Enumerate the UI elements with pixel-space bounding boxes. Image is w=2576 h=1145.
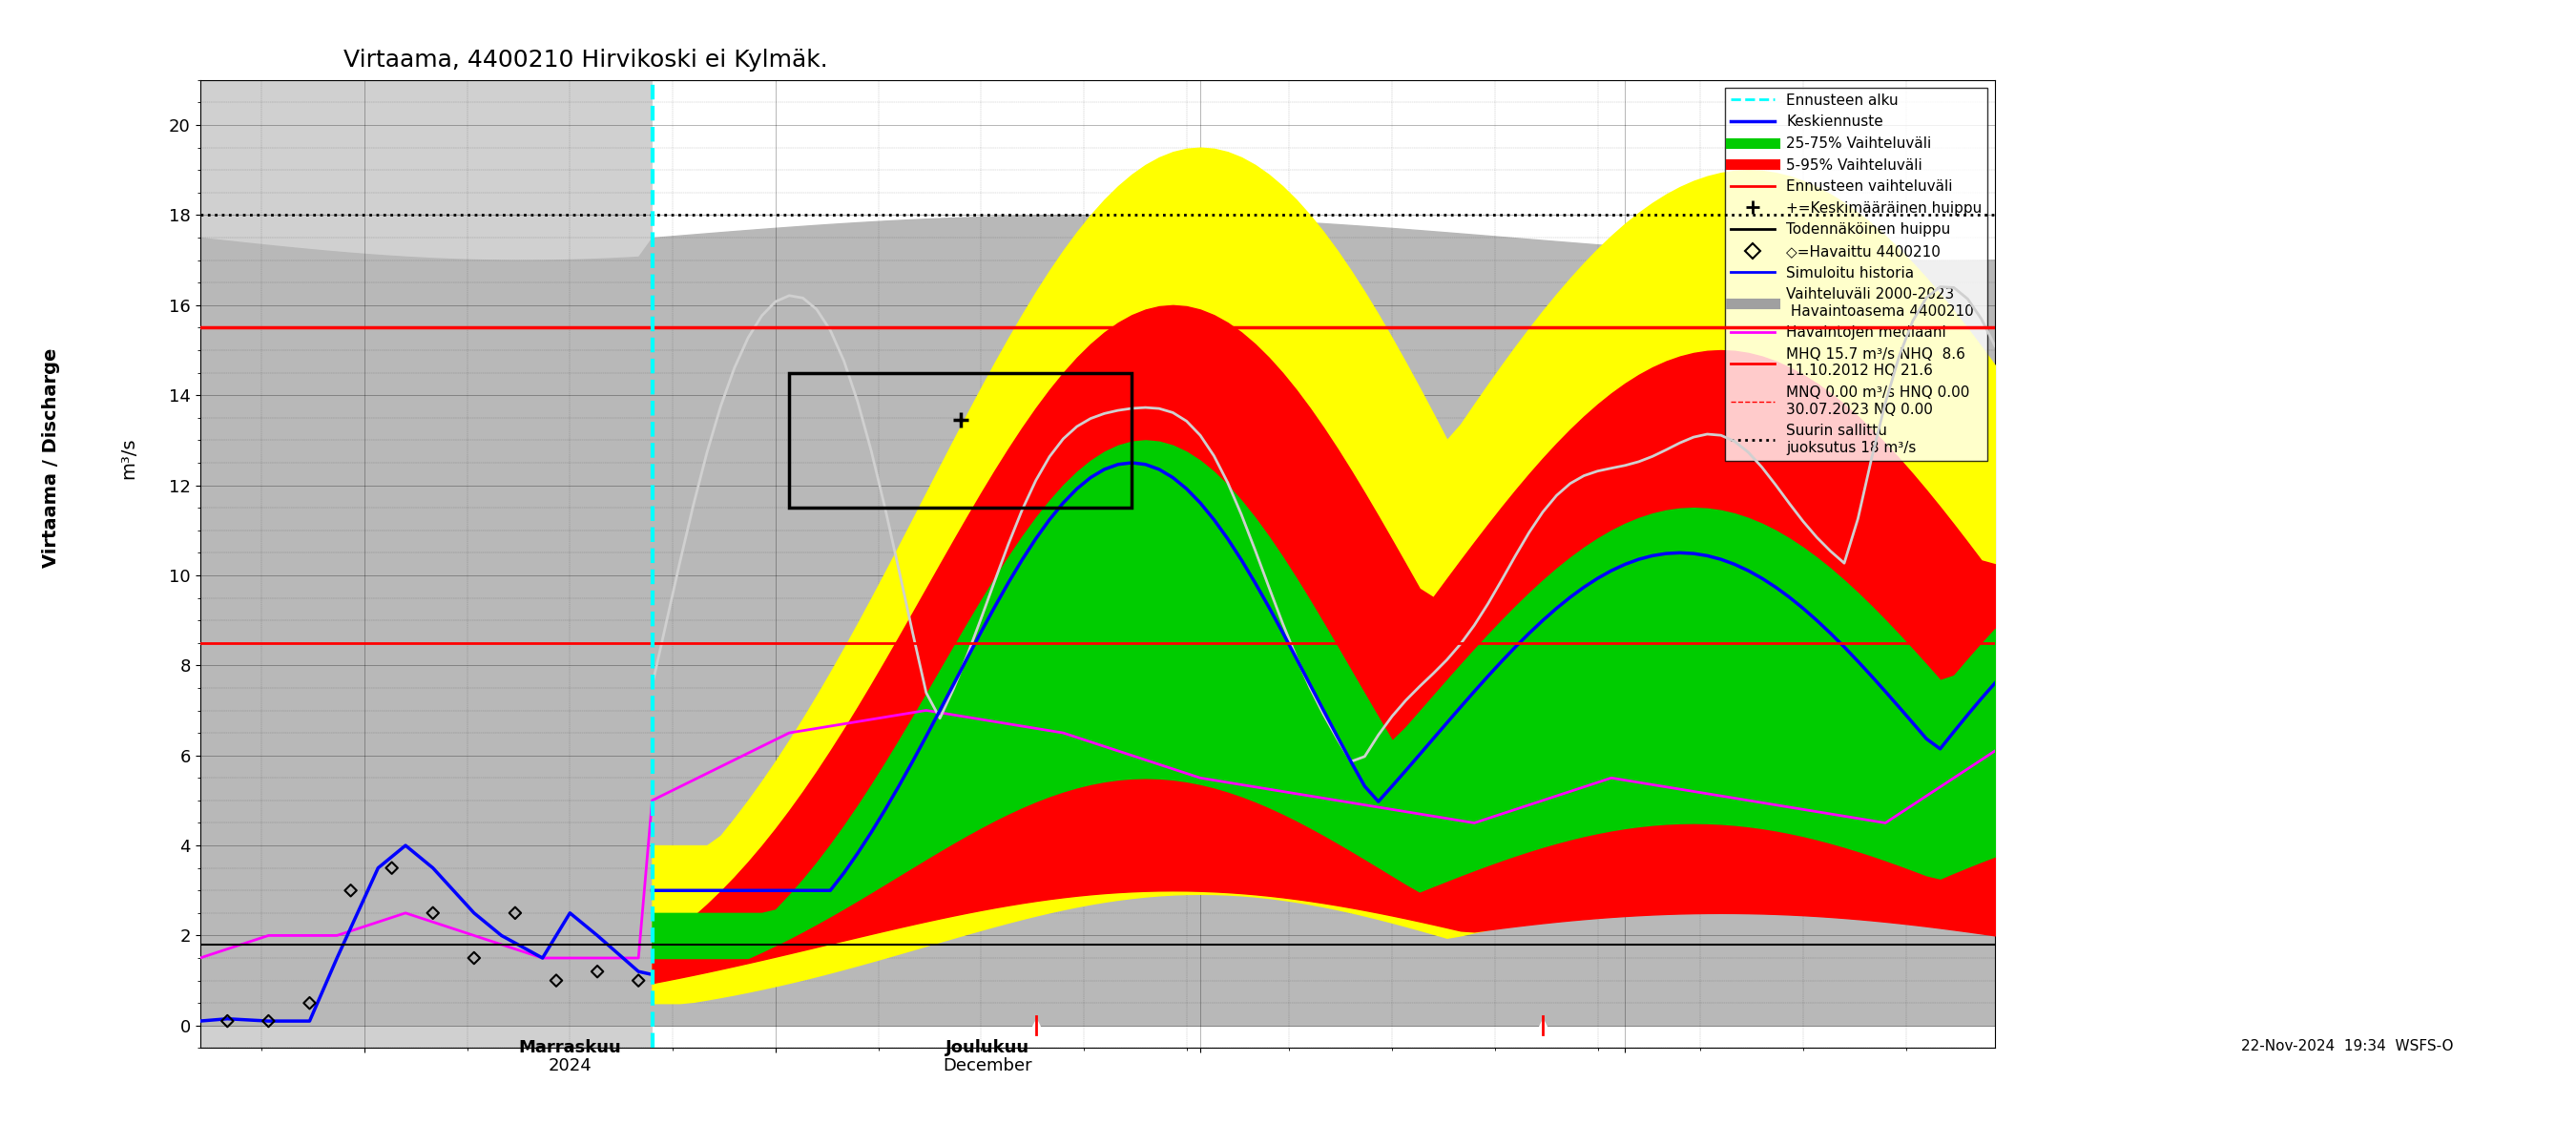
Point: [412, 903, 453, 922]
Text: Virtaama / Discharge: Virtaama / Discharge: [41, 348, 62, 568]
Point: [453, 949, 495, 968]
Point: [206, 1012, 247, 1030]
Bar: [201, 80, 652, 1048]
Text: m³/s: m³/s: [118, 437, 139, 479]
Point: [247, 1012, 289, 1030]
Text: Joulukuu: Joulukuu: [945, 1039, 1030, 1056]
Point: [618, 971, 659, 989]
Legend: Ennusteen alku, Keskiennuste, 25-75% Vaihteluväli, 5-95% Vaihteluväli, Ennusteen: Ennusteen alku, Keskiennuste, 25-75% Vai…: [1726, 87, 1989, 460]
Text: 22-Nov-2024  19:34  WSFS-O: 22-Nov-2024 19:34 WSFS-O: [2241, 1040, 2452, 1053]
Text: Marraskuu: Marraskuu: [518, 1039, 621, 1056]
Point: [371, 859, 412, 877]
Text: Virtaama, 4400210 Hirvikoski ei Kylmäk.: Virtaama, 4400210 Hirvikoski ei Kylmäk.: [343, 48, 827, 71]
Point: [536, 971, 577, 989]
Point: [495, 903, 536, 922]
Point: [330, 882, 371, 900]
Point: [289, 994, 330, 1012]
Text: 2024: 2024: [549, 1057, 592, 1074]
Text: December: December: [943, 1057, 1033, 1074]
Point: [577, 962, 618, 980]
